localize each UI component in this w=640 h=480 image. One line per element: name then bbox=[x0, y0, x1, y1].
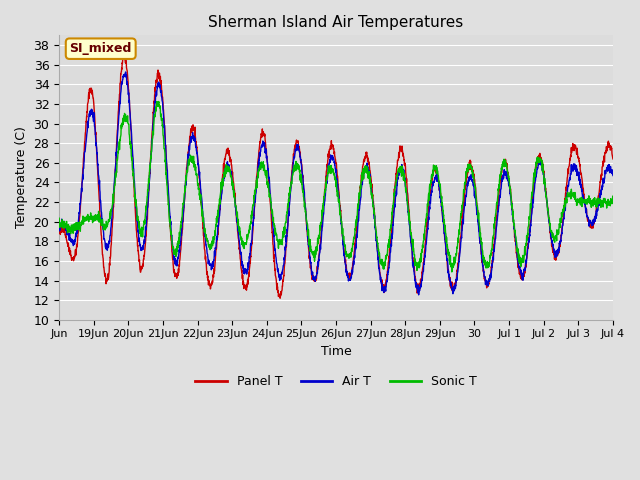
Air T bbox=[534, 162, 542, 168]
Sonic T bbox=[503, 166, 511, 172]
Panel T bbox=[120, 51, 128, 57]
Air T bbox=[122, 69, 129, 75]
Panel T bbox=[503, 164, 511, 169]
Panel T bbox=[602, 150, 609, 156]
Sonic T bbox=[448, 269, 456, 275]
Line: Sonic T: Sonic T bbox=[59, 101, 613, 272]
Panel T bbox=[609, 156, 617, 162]
Line: Panel T: Panel T bbox=[59, 54, 613, 298]
Air T bbox=[230, 193, 238, 199]
Sonic T bbox=[369, 203, 377, 208]
Air T bbox=[369, 202, 377, 208]
Sonic T bbox=[111, 183, 118, 189]
Line: Air T: Air T bbox=[59, 72, 613, 295]
Air T bbox=[602, 170, 609, 176]
Sonic T bbox=[602, 200, 609, 205]
Legend: Panel T, Air T, Sonic T: Panel T, Air T, Sonic T bbox=[190, 370, 482, 393]
Y-axis label: Temperature (C): Temperature (C) bbox=[15, 127, 28, 228]
Title: Sherman Island Air Temperatures: Sherman Island Air Temperatures bbox=[209, 15, 463, 30]
Air T bbox=[55, 226, 63, 231]
Panel T bbox=[276, 295, 284, 301]
Text: SI_mixed: SI_mixed bbox=[70, 42, 132, 55]
Sonic T bbox=[534, 159, 542, 165]
Panel T bbox=[111, 184, 118, 190]
Sonic T bbox=[230, 195, 238, 201]
Air T bbox=[503, 171, 511, 177]
Panel T bbox=[534, 157, 542, 163]
X-axis label: Time: Time bbox=[321, 345, 351, 358]
Panel T bbox=[230, 187, 238, 192]
Panel T bbox=[55, 227, 63, 233]
Air T bbox=[609, 173, 617, 179]
Sonic T bbox=[155, 98, 163, 104]
Sonic T bbox=[609, 199, 617, 204]
Sonic T bbox=[55, 216, 63, 221]
Air T bbox=[111, 178, 118, 184]
Air T bbox=[415, 292, 422, 298]
Panel T bbox=[370, 206, 378, 212]
